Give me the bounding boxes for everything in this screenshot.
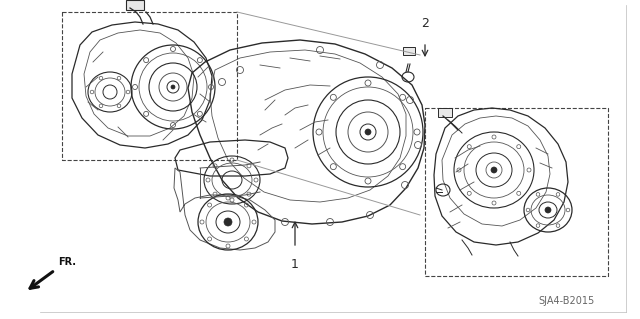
Bar [62, 12, 237, 160]
Bar [403, 47, 415, 55]
Bar [425, 108, 608, 276]
Ellipse shape [224, 218, 232, 226]
Ellipse shape [171, 85, 175, 89]
Text: 1: 1 [291, 258, 299, 271]
Text: FR.: FR. [58, 257, 76, 267]
Ellipse shape [491, 167, 497, 173]
Ellipse shape [365, 129, 371, 135]
Bar [438, 108, 452, 117]
Bar [126, 0, 144, 10]
Ellipse shape [545, 207, 551, 213]
Text: 2: 2 [421, 17, 429, 30]
Text: SJA4-B2015: SJA4-B2015 [539, 296, 595, 306]
